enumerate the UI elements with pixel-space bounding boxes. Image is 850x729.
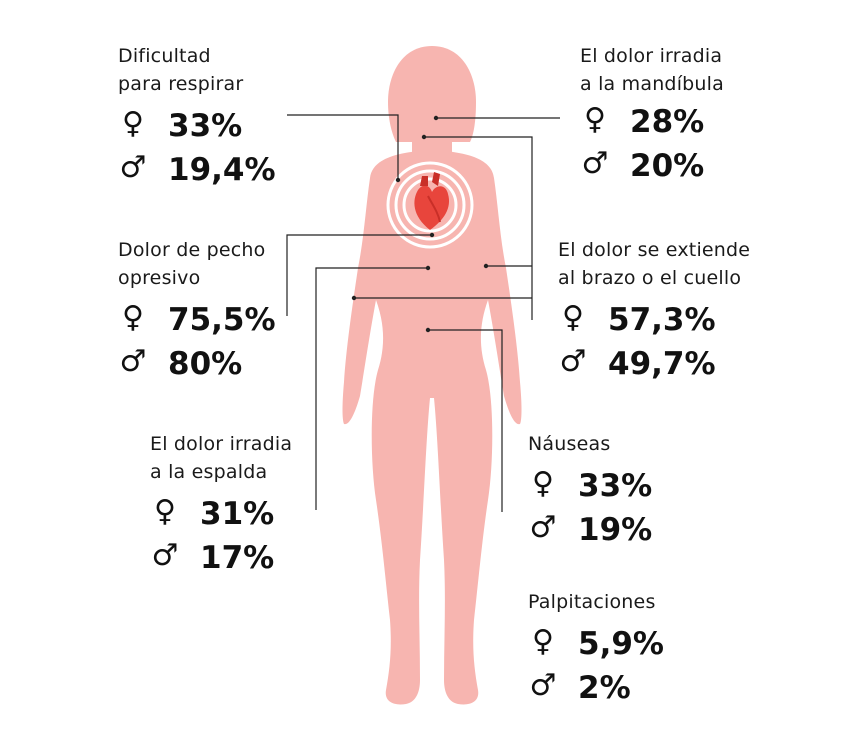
male-value: 19,4% <box>168 152 276 188</box>
female-symbol-icon: ♀ <box>584 102 606 137</box>
male-stat: ♂ 19,4% <box>118 148 276 192</box>
female-value: 57,3% <box>608 302 716 338</box>
male-symbol-icon: ♂ <box>581 146 609 181</box>
female-value: 33% <box>168 108 243 144</box>
symptom-jaw: El dolor irradia a la mandíbula ♀ 28% ♂ … <box>580 42 724 188</box>
female-value: 28% <box>630 104 705 140</box>
male-stat: ♂ 19% <box>528 508 653 552</box>
symptom-label-line: El dolor se extiende <box>558 239 751 261</box>
female-stat: ♀ 5,9% <box>528 622 664 666</box>
female-symbol-icon: ♀ <box>122 106 144 141</box>
symptom-chest: Dolor de pecho opresivo ♀ 75,5% ♂ 80% <box>118 236 276 386</box>
symptom-back: El dolor irradia a la espalda ♀ 31% ♂ 17… <box>150 430 292 580</box>
male-value: 20% <box>630 148 705 184</box>
male-stat: ♂ 80% <box>118 342 265 386</box>
symptom-label-line: El dolor irradia <box>150 433 293 455</box>
symptom-label-line: Palpitaciones <box>528 591 656 613</box>
symptom-label-line: El dolor irradia <box>580 45 723 67</box>
male-symbol-icon: ♂ <box>559 344 587 379</box>
female-symbol-icon: ♀ <box>532 466 554 501</box>
symptom-label-line: al brazo o el cuello <box>558 267 742 289</box>
female-value: 5,9% <box>578 626 664 662</box>
male-symbol-icon: ♂ <box>529 668 557 703</box>
female-stat: ♀ 28% <box>580 100 724 144</box>
male-symbol-icon: ♂ <box>529 510 557 545</box>
male-value: 49,7% <box>608 346 716 382</box>
male-symbol-icon: ♂ <box>151 538 179 573</box>
male-stat: ♂ 49,7% <box>558 342 750 386</box>
female-stat: ♀ 75,5% <box>118 298 276 342</box>
symptom-label-line: Dolor de pecho <box>118 239 266 261</box>
female-stat: ♀ 57,3% <box>558 298 750 342</box>
female-symbol-icon: ♀ <box>532 624 554 659</box>
symptom-label-line: Náuseas <box>528 433 611 455</box>
symptom-label-line: a la espalda <box>150 461 268 483</box>
symptom-breath: Dificultad para respirar ♀ 33% ♂ 19,4% <box>118 42 276 192</box>
male-symbol-icon: ♂ <box>119 150 147 185</box>
symptom-palpitations: Palpitaciones ♀ 5,9% ♂ 2% <box>528 588 664 710</box>
female-stat: ♀ 33% <box>528 464 652 508</box>
male-value: 19% <box>578 512 653 548</box>
symptom-nausea: Náuseas ♀ 33% ♂ 19% <box>528 430 653 552</box>
body-silhouette <box>342 46 522 705</box>
symptom-label-line: para respirar <box>118 73 244 95</box>
symptom-label-line: Dificultad <box>118 45 211 67</box>
male-value: 2% <box>578 670 631 706</box>
female-value: 33% <box>578 468 653 504</box>
female-symbol-icon: ♀ <box>154 494 176 529</box>
male-symbol-icon: ♂ <box>119 344 147 379</box>
symptom-arm: El dolor se extiende al brazo o el cuell… <box>558 236 750 386</box>
female-stat: ♀ 33% <box>118 104 243 148</box>
male-stat: ♂ 17% <box>150 536 292 580</box>
male-stat: ♂ 2% <box>528 666 656 710</box>
female-stat: ♀ 31% <box>150 492 292 536</box>
leader-lines <box>286 114 560 512</box>
female-symbol-icon: ♀ <box>122 300 144 335</box>
female-value: 31% <box>200 496 275 532</box>
male-value: 80% <box>168 346 243 382</box>
male-value: 17% <box>200 540 275 576</box>
male-stat: ♂ 20% <box>580 144 724 188</box>
symptom-label-line: opresivo <box>118 267 201 289</box>
symptom-label-line: a la mandíbula <box>580 73 725 95</box>
female-value: 75,5% <box>168 302 276 338</box>
female-symbol-icon: ♀ <box>562 300 584 335</box>
heart-icon <box>386 161 474 249</box>
